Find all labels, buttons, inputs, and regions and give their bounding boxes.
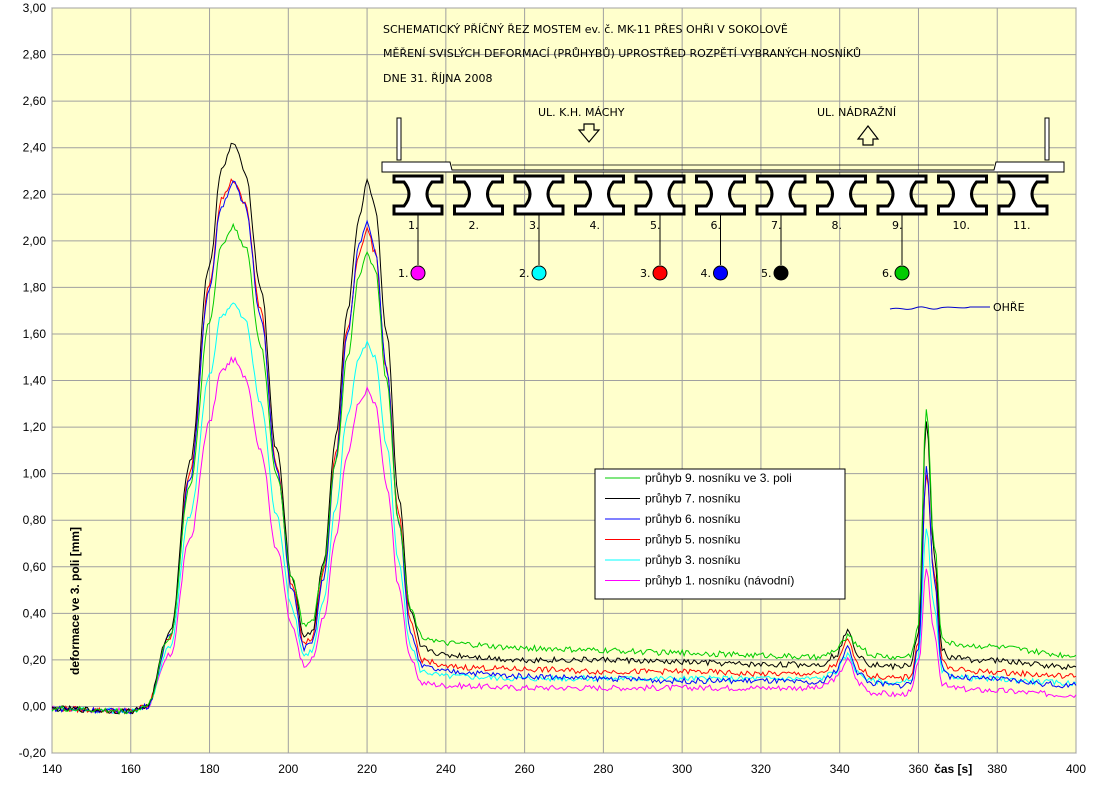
series-line [51, 302, 1077, 715]
series-line [51, 222, 1077, 715]
y-tick-label: 0,60 [23, 560, 47, 574]
sensor-marker [531, 265, 547, 281]
y-tick-label: 1,60 [23, 327, 47, 341]
x-tick-label: 140 [42, 762, 62, 776]
river-label: OHŘE [993, 301, 1025, 314]
sensors: 1. 2. 3. 4. 5. 6. [398, 214, 910, 281]
sensor-marker [773, 265, 789, 281]
beam-number: 3. [529, 219, 540, 232]
sensor-label: 1. [398, 267, 409, 280]
beam-number: 10. [953, 219, 971, 232]
x-tick-label: 400 [1066, 762, 1086, 776]
x-tick-label: 240 [436, 762, 456, 776]
beam [453, 174, 504, 216]
street-right-label: UL. NÁDRAŽNÍ [817, 106, 896, 119]
sensor-label: 2. [519, 267, 530, 280]
beam-number: 9. [892, 219, 903, 232]
y-axis-label: deformace ve 3. poli [mm] [68, 527, 82, 675]
y-tick-label: 2,60 [23, 94, 47, 108]
title-line-3: DNE 31. ŘÍJNA 2008 [383, 72, 493, 85]
series-line [51, 180, 1077, 715]
beam [816, 174, 867, 216]
y-tick-label: 2,40 [23, 141, 47, 155]
sensor-marker [652, 265, 668, 281]
x-tick-label: 320 [751, 762, 771, 776]
sensor-label: 5. [761, 267, 772, 280]
x-tick-label: 160 [121, 762, 141, 776]
y-tick-label: 0,40 [23, 606, 47, 620]
x-tick-label: 220 [357, 762, 377, 776]
y-tick-label: 1,20 [23, 420, 47, 434]
beam-numbers: 1. 2. 3. 4. 5. 6. 7. 8. 9. 10. 11. [408, 219, 1031, 232]
legend-label: průhyb 7. nosníku [645, 492, 740, 506]
beam [937, 174, 988, 216]
arrow-up-icon [856, 125, 880, 146]
bridge-beams [392, 174, 1049, 216]
river-line [889, 306, 990, 310]
sensor-marker [410, 265, 426, 281]
beam [876, 174, 928, 216]
beam-number: 4. [590, 219, 601, 232]
beam-number: 6. [711, 219, 722, 232]
legend-box [594, 468, 846, 600]
x-tick-label: 200 [278, 762, 298, 776]
y-tick-label: 0,80 [23, 513, 47, 527]
x-tick-label: 360 [908, 762, 928, 776]
beam [392, 174, 444, 216]
grid [51, 7, 1077, 754]
legend-label: průhyb 5. nosníku [645, 533, 740, 547]
beam [997, 174, 1049, 216]
legend-label: průhyb 6. nosníku [645, 512, 740, 526]
x-tick-label: 180 [200, 762, 220, 776]
x-tick-label: 340 [830, 762, 850, 776]
sensor-label: 3. [640, 267, 651, 280]
beam [574, 174, 625, 216]
beam [695, 174, 746, 216]
beam-number: 5. [650, 219, 661, 232]
series-line [51, 142, 1077, 715]
beam-number: 11. [1013, 219, 1031, 232]
y-tick-label: -0,20 [19, 746, 47, 760]
legend-label: průhyb 1. nosníku (návodní) [645, 574, 794, 588]
x-tick-label: 280 [593, 762, 613, 776]
y-tick-labels: -0,20 0,00 0,20 0,40 0,60 0,80 1,00 1,20 1,40 1,6… [19, 1, 47, 760]
y-tick-label: 0,00 [23, 699, 47, 713]
x-tick-label: 260 [515, 762, 535, 776]
y-tick-label: 0,20 [23, 653, 47, 667]
sensor-label: 6. [882, 267, 893, 280]
title-line-2: MĚŘENÍ SVISLÝCH DEFORMACÍ (PRŮHYBŮ) UPRO… [383, 47, 861, 60]
y-tick-label: 1,80 [23, 280, 47, 294]
y-tick-label: 2,80 [23, 48, 47, 62]
x-axis-label: čas [s] [934, 762, 972, 776]
y-tick-label: 2,20 [23, 187, 47, 201]
beam [755, 174, 807, 216]
series-lines [51, 142, 1077, 715]
series-line [51, 178, 1077, 715]
y-tick-label: 3,00 [23, 1, 47, 15]
series-line [51, 355, 1077, 715]
beam-number: 1. [408, 219, 419, 232]
street-left-label: UL. K.H. MÁCHY [538, 106, 625, 119]
beam [513, 174, 565, 216]
x-tick-label: 300 [672, 762, 692, 776]
y-tick-label: 1,00 [23, 467, 47, 481]
sensor-label: 4. [701, 267, 712, 280]
y-tick-label: 1,40 [23, 374, 47, 388]
beam-number: 7. [771, 219, 782, 232]
legend-label: průhyb 3. nosníku [645, 553, 740, 567]
arrow-down-icon [577, 123, 601, 143]
legend: průhyb 9. nosníku ve 3. poli průhyb 7. no… [594, 468, 846, 600]
x-tick-label: 380 [987, 762, 1007, 776]
x-tick-labels: 140 160 180 200 220 240 260 280 300 320 340 360 380 4… [42, 762, 1086, 776]
legend-label: průhyb 9. nosníku ve 3. poli [645, 471, 792, 485]
sensor-marker [713, 265, 728, 281]
beam [634, 174, 686, 216]
beam-number: 8. [832, 219, 843, 232]
sensor-marker [894, 265, 910, 281]
beam-number: 2. [469, 219, 480, 232]
y-tick-label: 2,00 [23, 234, 47, 248]
title-line-1: SCHEMATICKÝ PŘÍČNÝ ŘEZ MOSTEM ev. č. MK-… [383, 23, 788, 36]
bridge-cross-section [381, 117, 1065, 173]
